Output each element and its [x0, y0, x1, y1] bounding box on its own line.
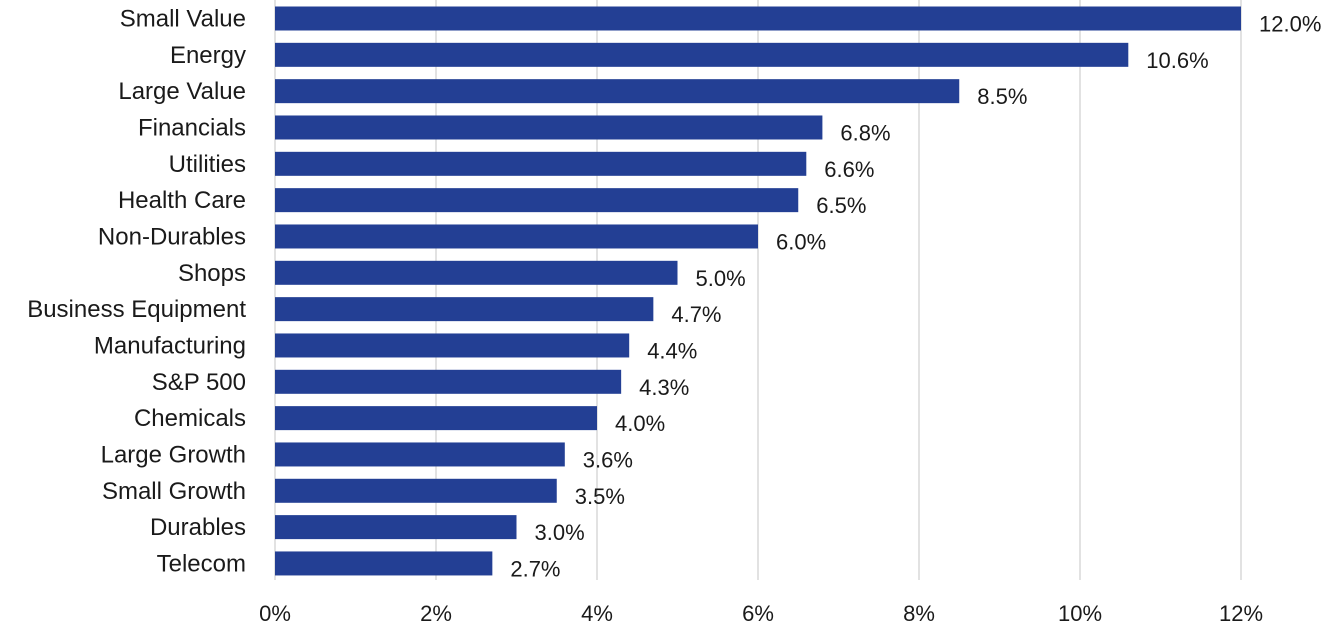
data-label: 6.6% — [824, 157, 874, 182]
bar — [275, 515, 517, 540]
x-tick-label: 8% — [903, 601, 935, 626]
category-label: Shops — [178, 260, 246, 287]
bar — [275, 224, 758, 249]
category-label: Financials — [138, 114, 246, 141]
bars — [275, 6, 1241, 576]
category-label: Chemicals — [134, 405, 246, 432]
data-label: 5.0% — [696, 266, 746, 291]
data-label: 4.3% — [639, 375, 689, 400]
data-label: 4.0% — [615, 411, 665, 436]
category-label: Energy — [170, 42, 246, 69]
category-label: Utilities — [169, 151, 246, 178]
x-tick-label: 12% — [1219, 601, 1263, 626]
category-label: Health Care — [118, 187, 246, 214]
bar — [275, 369, 622, 394]
category-label: Small Growth — [102, 478, 246, 505]
value-labels: 12.0% 10.6% 8.5% 6.8% 6.6% 6.5% 6.0% 5.0% 4.7% 4.… — [510, 12, 1321, 582]
category-label: Manufacturing — [94, 332, 246, 359]
bar — [275, 551, 493, 576]
category-label: Telecom — [157, 550, 246, 577]
x-tick-label: 4% — [581, 601, 613, 626]
x-tick-label: 6% — [742, 601, 774, 626]
category-label: Large Value — [118, 78, 246, 105]
category-label: Business Equipment — [27, 296, 246, 323]
bar — [275, 79, 960, 104]
bar — [275, 478, 557, 503]
category-labels: Small Value Energy Large Value Financials Ut… — [27, 6, 246, 578]
data-label: 3.0% — [535, 520, 585, 545]
data-label: 4.4% — [647, 338, 697, 363]
data-label: 2.7% — [510, 556, 560, 581]
category-label: Non-Durables — [98, 223, 246, 250]
bar — [275, 151, 807, 176]
bar — [275, 115, 823, 140]
data-label: 3.6% — [583, 447, 633, 472]
x-tick-label: 10% — [1058, 601, 1102, 626]
category-label: Large Growth — [101, 441, 246, 468]
bar — [275, 406, 597, 431]
category-label: S&P 500 — [152, 369, 246, 396]
category-label: Durables — [150, 514, 246, 541]
data-label: 6.0% — [776, 229, 826, 254]
bar — [275, 260, 678, 285]
x-axis-tick-labels: 0% 2% 4% 6% 8% 10% 12% — [259, 601, 1263, 626]
bar — [275, 297, 654, 322]
bar — [275, 188, 799, 213]
data-label: 6.8% — [840, 120, 890, 145]
data-label: 6.5% — [816, 193, 866, 218]
data-label: 12.0% — [1259, 12, 1321, 37]
bar — [275, 442, 565, 467]
bar — [275, 6, 1241, 31]
bar — [275, 42, 1129, 67]
category-label: Small Value — [120, 6, 246, 33]
bar — [275, 333, 630, 358]
x-tick-label: 2% — [420, 601, 452, 626]
data-label: 8.5% — [977, 84, 1027, 109]
x-tick-label: 0% — [259, 601, 291, 626]
data-label: 3.5% — [575, 484, 625, 509]
data-label: 10.6% — [1146, 48, 1208, 73]
data-label: 4.7% — [671, 302, 721, 327]
